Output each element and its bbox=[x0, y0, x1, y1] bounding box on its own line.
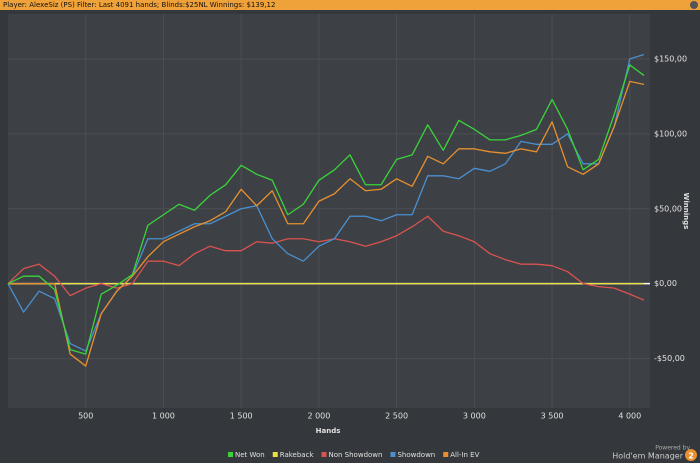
x-tick-label: 3 500 bbox=[541, 412, 564, 421]
x-tick-label: 2 500 bbox=[385, 412, 408, 421]
legend-label: Net Won bbox=[235, 451, 265, 459]
legend-swatch bbox=[390, 452, 396, 457]
x-tick-label: 500 bbox=[78, 412, 93, 421]
y-axis-title: Winnings bbox=[682, 193, 690, 230]
series-line bbox=[7, 64, 645, 355]
y-tick-label: $50,00 bbox=[654, 204, 682, 213]
legend-swatch bbox=[321, 452, 327, 457]
y-tick-label: -$50,00 bbox=[654, 354, 685, 363]
series-line bbox=[8, 80, 645, 367]
x-tick-label: 1 000 bbox=[152, 412, 175, 421]
y-tick-label: $0,00 bbox=[654, 279, 677, 288]
legend-label: Showdown bbox=[397, 451, 435, 459]
x-axis-title: Hands bbox=[316, 427, 341, 435]
legend-swatch bbox=[272, 452, 278, 457]
chart-title: Player: AlexeSiz (PS) Filter: Last 4091 … bbox=[3, 1, 275, 9]
title-bar bbox=[0, 0, 700, 10]
legend-label: All-In EV bbox=[450, 451, 479, 459]
y-tick-label: $100,00 bbox=[654, 129, 687, 138]
x-tick-label: 4 000 bbox=[618, 412, 641, 421]
brand-badge-text: 2 bbox=[688, 452, 694, 461]
help-icon[interactable] bbox=[690, 1, 698, 9]
brand-badge bbox=[685, 449, 697, 461]
y-tick-label: $150,00 bbox=[654, 54, 687, 63]
legend-label: Non Showdown bbox=[329, 451, 383, 459]
legend-label: Rakeback bbox=[280, 451, 315, 459]
footer-powered: Powered by bbox=[655, 445, 690, 452]
plot-area bbox=[8, 14, 650, 408]
legend-swatch bbox=[228, 452, 233, 457]
x-tick-label: 2 000 bbox=[307, 412, 330, 421]
x-tick-label: 1 500 bbox=[230, 412, 253, 421]
legend-swatch bbox=[443, 452, 449, 457]
footer-brand: Hold'em Manager bbox=[612, 452, 683, 461]
x-tick-label: 3 000 bbox=[463, 412, 486, 421]
